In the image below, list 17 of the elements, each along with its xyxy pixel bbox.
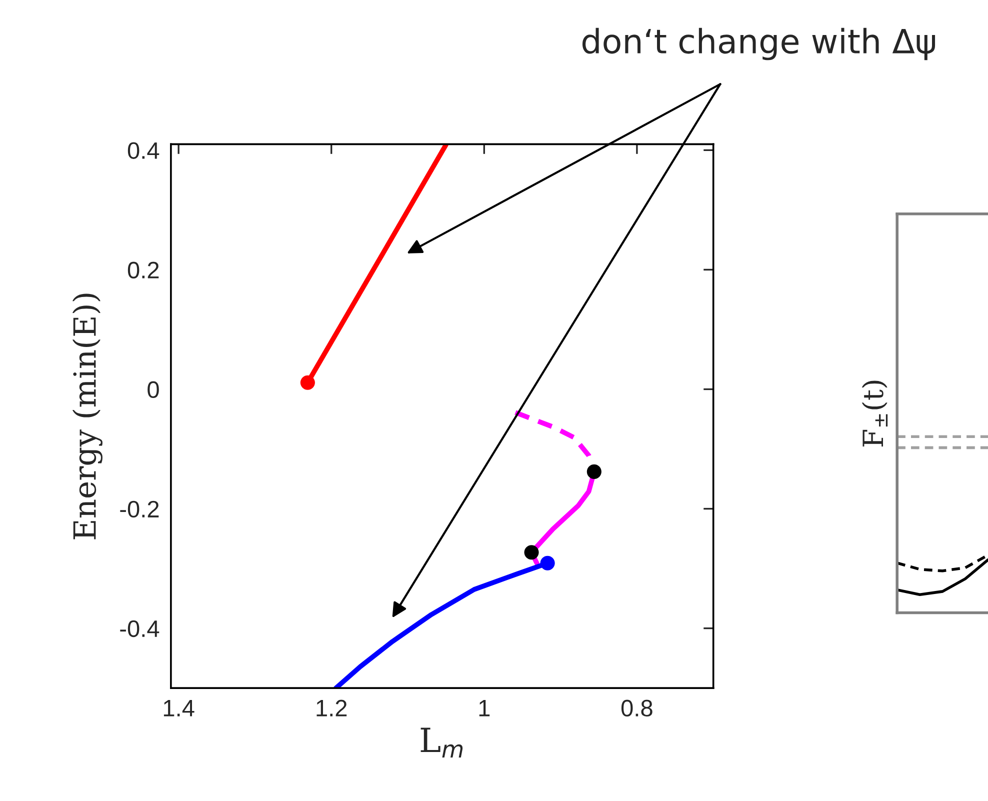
text: don‘t change with Δψ [582,28,936,60]
point [586,464,602,479]
x-tick-label: 0.8 [621,700,652,717]
x-tick-label: 1 [479,700,490,716]
point [300,375,315,390]
y-axis-title: Energy (min(E)) [72,294,102,540]
y-tick-label: 0.4 [128,142,160,159]
y-tick-label: -0.4 [120,620,160,638]
point [540,556,555,570]
y-tick-label: 0 [148,381,159,398]
y-tick-label: -0.2 [120,500,159,518]
x-axis-title: L$_{m}$ [420,728,463,758]
y-tick-label: 0.2 [128,262,159,278]
point [524,545,539,560]
x-tick-label: 1.4 [164,700,194,716]
y-axis-title: F$_{±}$(t) [862,380,888,447]
x-tick-label: 1.2 [316,700,347,716]
